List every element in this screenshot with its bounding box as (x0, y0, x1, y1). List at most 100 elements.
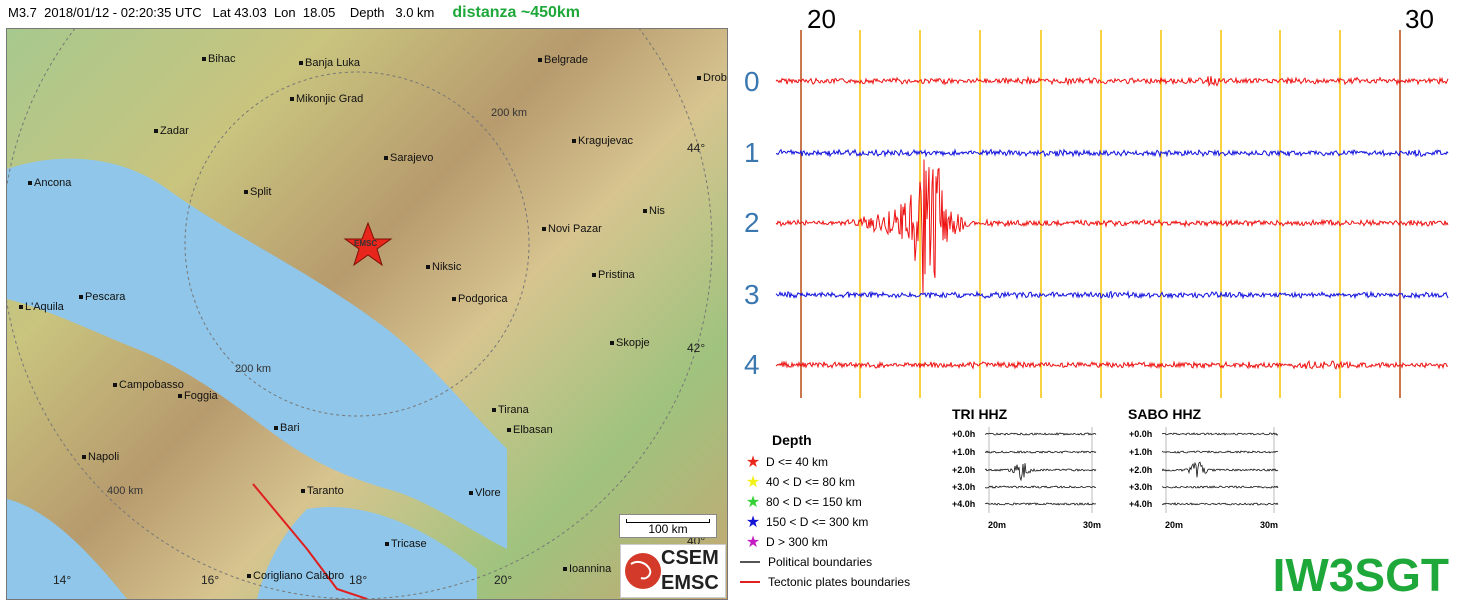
city-label: Nis (643, 205, 665, 217)
city-label: L'Aquila (19, 301, 64, 313)
political-line-icon (740, 561, 760, 563)
waveform-trace (775, 75, 1449, 88)
city-label: Napoli (82, 451, 119, 463)
ring-label: 200 km (491, 107, 528, 119)
city-label: Bari (274, 422, 300, 434)
offset-label: +2.0h (952, 465, 976, 475)
legend-label: D > 300 km (766, 535, 828, 549)
city-label: Corigliano Calabro (247, 570, 344, 582)
legend-title: Depth (772, 432, 812, 448)
star-icon: ★ (745, 534, 761, 551)
logo-top: CSEM (661, 547, 719, 569)
helicorder (775, 30, 1449, 398)
mini-trace (1162, 485, 1279, 489)
globe-icon (625, 553, 661, 589)
legend-label: D <= 40 km (766, 455, 829, 469)
epicenter-label: EMSC (354, 239, 378, 248)
scale-bar: 100 km (619, 514, 717, 538)
city-label: Drob (697, 72, 727, 84)
ring-400km (7, 29, 713, 599)
minute-label: 20 (807, 4, 836, 34)
city-label: Tricase (385, 538, 427, 550)
legend-item: ★ 40 < D <= 80 km (740, 472, 950, 492)
city-label: Sarajevo (384, 152, 433, 164)
mini-trace (1162, 432, 1279, 436)
city-label: Banja Luka (299, 57, 360, 69)
offset-label: +0.0h (952, 429, 976, 439)
mini-trace (1162, 450, 1279, 454)
city-label: Foggia (178, 390, 218, 402)
star-icon: ★ (745, 514, 761, 531)
legend-item: ★ D > 300 km (740, 532, 950, 552)
mini-title: TRI HHZ (952, 406, 1008, 422)
scale-label: 100 km (648, 522, 688, 536)
city-label: Ancona (28, 177, 71, 189)
event-info: M3.7 2018/01/12 - 02:20:35 UTC Lat 43.03… (8, 5, 435, 20)
csem-emsc-logo: CSEM EMSC (620, 544, 726, 598)
legend-label: 40 < D <= 80 km (766, 475, 856, 489)
ring-label: 200 km (235, 363, 272, 375)
waveform-trace (775, 359, 1449, 370)
city-label: Campobasso (113, 379, 184, 391)
city-label: Pescara (79, 291, 125, 303)
city-label: Niksic (426, 261, 461, 273)
city-label: Mikonjic Grad (290, 93, 363, 105)
mini-trace (985, 450, 1097, 454)
adriatic-sea (7, 158, 507, 549)
distance-label: distanza ~450km (452, 4, 581, 21)
legend-label: Political boundaries (768, 555, 873, 569)
tectonic-line-icon (740, 581, 760, 583)
mini-trace (985, 432, 1097, 436)
trace-label: 3 (744, 279, 760, 310)
mini-title: SABO HHZ (1128, 406, 1202, 422)
city-label: Novi Pazar (542, 223, 602, 235)
station-callsign: IW3SGT (1272, 549, 1449, 601)
lat-label: 44° (687, 141, 706, 155)
lon-label: 18° (349, 573, 368, 587)
offset-label: +1.0h (1129, 447, 1153, 457)
city-label: Elbasan (507, 424, 553, 436)
city-label: Skopje (610, 337, 650, 349)
mini-trace (985, 502, 1097, 506)
lon-label: 20° (494, 573, 513, 587)
axis-label: 30m (1260, 520, 1279, 530)
legend-label: 150 < D <= 300 km (766, 515, 869, 529)
mini-trace (985, 485, 1096, 489)
mini-helicorder (1162, 427, 1279, 513)
city-label: Split (244, 186, 271, 198)
ring-label: 400 km (107, 485, 144, 497)
offset-label: +2.0h (1129, 465, 1153, 475)
minute-label: 30 (1405, 4, 1434, 34)
trace-label: 2 (744, 207, 760, 238)
city-label: Podgorica (452, 293, 508, 305)
trace-label: 4 (744, 349, 760, 380)
logo-bottom: EMSC (661, 572, 719, 594)
legend-item: ★ D <= 40 km (740, 452, 950, 472)
waveform-trace (775, 148, 1449, 159)
axis-label: 20m (1165, 520, 1184, 530)
axis-label: 20m (988, 520, 1007, 530)
lon-label: 14° (53, 573, 72, 587)
ring-200km (184, 71, 530, 417)
star-icon: ★ (745, 454, 761, 471)
mini-trace (1162, 502, 1279, 506)
legend-label: 80 < D <= 150 km (766, 495, 862, 509)
waveform-trace (775, 290, 1449, 300)
epicenter-map: EMSC Bihac Banja Luka Belgrade Drob Miko… (6, 28, 728, 600)
mini-trace (1162, 461, 1279, 478)
event-header: M3.7 2018/01/12 - 02:20:35 UTC Lat 43.03… (8, 4, 580, 22)
offset-label: +1.0h (952, 447, 976, 457)
city-label: Vlore (469, 487, 501, 499)
offset-label: +3.0h (1129, 482, 1153, 492)
legend-item: Political boundaries (740, 552, 950, 572)
city-label: Kragujevac (572, 135, 633, 147)
trace-label: 0 (744, 66, 760, 97)
city-label: Ioannina (563, 563, 611, 575)
legend-item: ★ 150 < D <= 300 km (740, 512, 950, 532)
legend-item: Tectonic plates boundaries (740, 572, 950, 592)
star-icon: ★ (745, 474, 761, 491)
tectonic-boundary (252, 483, 368, 599)
city-label: Bihac (202, 53, 236, 65)
city-label: Pristina (592, 269, 635, 281)
mini-trace (985, 463, 1097, 482)
